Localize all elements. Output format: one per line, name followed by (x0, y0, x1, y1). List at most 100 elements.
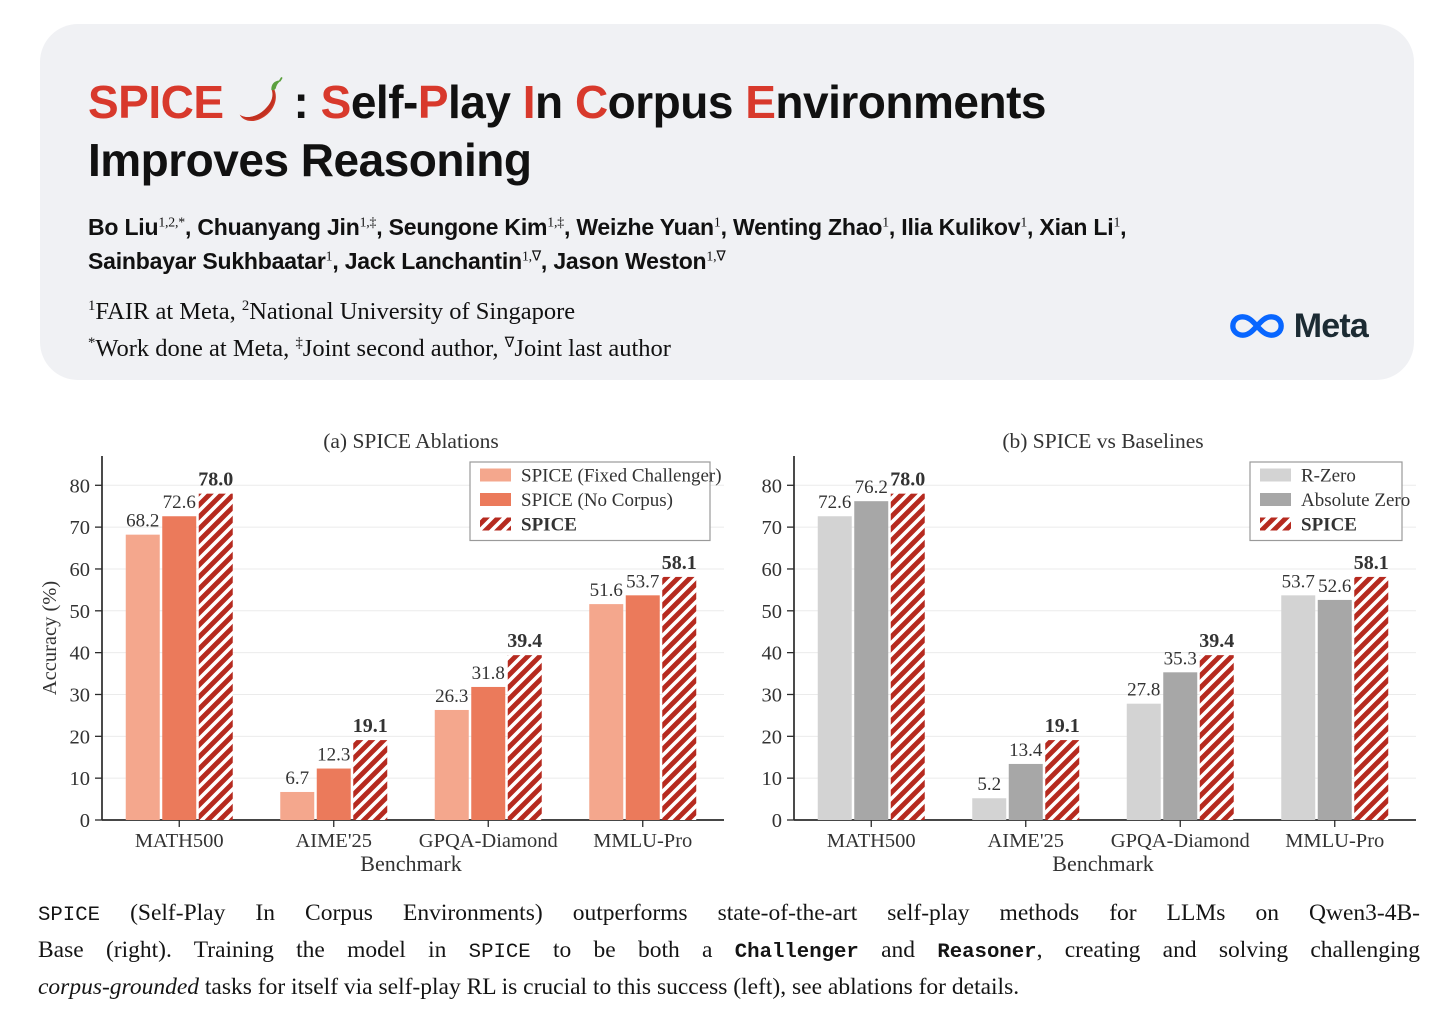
bar (1008, 763, 1043, 820)
y-tick-label: 40 (70, 643, 91, 665)
text-segment: 1,‡ (359, 214, 377, 230)
text-segment: 1 (1113, 214, 1121, 230)
bar (316, 768, 351, 820)
value-label: 78.0 (890, 469, 925, 491)
value-label: 12.3 (317, 745, 350, 766)
value-label: 72.6 (163, 492, 196, 513)
text-segment: 1 (882, 214, 889, 230)
text-segment: FAIR at Meta, (95, 297, 242, 325)
text-segment: elf- (350, 76, 419, 128)
bar (817, 516, 852, 820)
legend-swatch (1260, 517, 1291, 531)
bar (162, 516, 197, 820)
text-segment: Jack Lanchantin (344, 248, 522, 275)
text-segment: , (184, 213, 198, 240)
x-tick-label: MMLU-Pro (593, 830, 692, 852)
value-label: 6.7 (285, 768, 309, 789)
text-segment: 1,∇ (521, 248, 541, 264)
meta-logo: Meta (1227, 306, 1369, 346)
caption-line-2: Base (right). Training the model in SPIC… (38, 933, 1420, 970)
text-segment: Chuanyang Jin (197, 213, 360, 240)
title-line-2: Improves Reasoning (88, 133, 532, 186)
text-segment: Challenger (734, 941, 859, 964)
affiliations: 1FAIR at Meta, 2National University of S… (88, 293, 1366, 367)
text-segment: I (522, 76, 536, 128)
text-segment: and (858, 937, 938, 963)
chili-pepper-icon (239, 77, 282, 122)
text-segment: Joint last author (514, 335, 671, 363)
value-label: 26.3 (435, 686, 468, 707)
caption-line-1: SPICE (Self-Play In Corpus Environments)… (38, 896, 1420, 933)
y-tick-label: 0 (80, 810, 90, 832)
text-segment: 1 (713, 214, 721, 230)
text-segment: Xian Li (1039, 213, 1114, 240)
text-segment: tasks for itself via self-play RL is cru… (199, 974, 1020, 1000)
text-segment: 1 (88, 297, 96, 314)
legend-swatch (480, 468, 511, 482)
text-segment: C (574, 76, 608, 128)
text-segment: 1 (325, 248, 333, 264)
bar (1045, 740, 1080, 820)
text-segment: , (332, 248, 345, 275)
legend-swatch (1260, 468, 1291, 482)
y-tick-label: 10 (70, 768, 91, 790)
x-tick-label: MMLU-Pro (1285, 830, 1384, 852)
bar (625, 595, 660, 820)
y-tick-label: 20 (762, 726, 783, 748)
text-segment: ‡ (295, 334, 303, 351)
affiliations-line-2: *Work done at Meta, ‡Joint second author… (88, 330, 1366, 367)
legend-label: Absolute Zero (1301, 490, 1410, 511)
text-segment: E (745, 76, 776, 128)
y-tick-label: 50 (70, 601, 91, 623)
text-segment: Sainbayar Sukhbaatar (88, 248, 326, 275)
text-segment: 1 (1020, 214, 1028, 230)
caption-line-3: corpus-grounded tasks for itself via sel… (38, 970, 1420, 1004)
bar (1317, 599, 1352, 820)
x-tick-label: GPQA-Diamond (1111, 830, 1250, 852)
x-tick-label: AIME'25 (987, 830, 1064, 852)
figure-caption: SPICE (Self-Play In Corpus Environments)… (38, 896, 1420, 1004)
text-segment: orpus (607, 76, 746, 128)
meta-logo-text: Meta (1293, 306, 1369, 345)
authors-line-1: Bo Liu1,2,*, Chuanyang Jin1,‡, Seungone … (88, 210, 1366, 245)
text-segment: , (1027, 213, 1040, 240)
text-segment: (Self-Play In Corpus Environments) outpe… (100, 900, 1420, 926)
svg-text:(b) SPICE vs Baselines: (b) SPICE vs Baselines (1002, 429, 1203, 453)
bar (434, 709, 469, 820)
text-segment: Bo Liu (88, 213, 159, 240)
text-segment: 1,2,* (158, 214, 185, 230)
ablations-chart: (a) SPICE Ablations 0 10 20 30 40 50 60 70 80 Accu… (40, 429, 724, 876)
y-tick-label: 70 (762, 517, 783, 539)
text-segment: Jason Weston (553, 248, 707, 275)
legend-label: SPICE (No Corpus) (521, 490, 673, 511)
y-tick-label: 20 (70, 726, 91, 748)
text-segment: lay (448, 76, 523, 128)
y-tick-label: 10 (762, 768, 783, 790)
y-tick-label: 60 (70, 559, 91, 581)
x-tick-label: MATH500 (135, 830, 224, 852)
author-list: Bo Liu1,2,*, Chuanyang Jin1,‡, Seungone … (88, 210, 1366, 279)
text-segment: SPICE (38, 904, 101, 927)
value-label: 19.1 (1045, 715, 1080, 737)
text-segment: , (720, 213, 733, 240)
bar (890, 493, 925, 820)
text-segment: , (888, 213, 902, 240)
value-label: 19.1 (353, 715, 388, 737)
text-segment: Weizhe Yuan (576, 213, 714, 240)
legend-swatch (480, 493, 511, 506)
bar (1199, 655, 1234, 820)
text-segment: P (417, 76, 449, 128)
value-label: 53.7 (1282, 571, 1315, 592)
text-segment: , creating and solving challenging (1036, 937, 1421, 963)
meta-infinity-icon (1229, 314, 1284, 338)
authors-line-2: Sainbayar Sukhbaatar1, Jack Lanchantin1,… (88, 244, 1366, 279)
value-label: 5.2 (977, 774, 1001, 795)
baselines-chart: (b) SPICE vs Baselines 0 10 20 30 40 50 60 70 80 M… (762, 429, 1416, 876)
y-tick-label: 30 (70, 684, 91, 706)
text-segment: 1,∇ (706, 248, 726, 264)
bar (854, 501, 889, 820)
text-segment: : (293, 76, 321, 128)
text-segment: Reasoner (937, 941, 1037, 964)
y-tick-label: 60 (762, 559, 783, 581)
